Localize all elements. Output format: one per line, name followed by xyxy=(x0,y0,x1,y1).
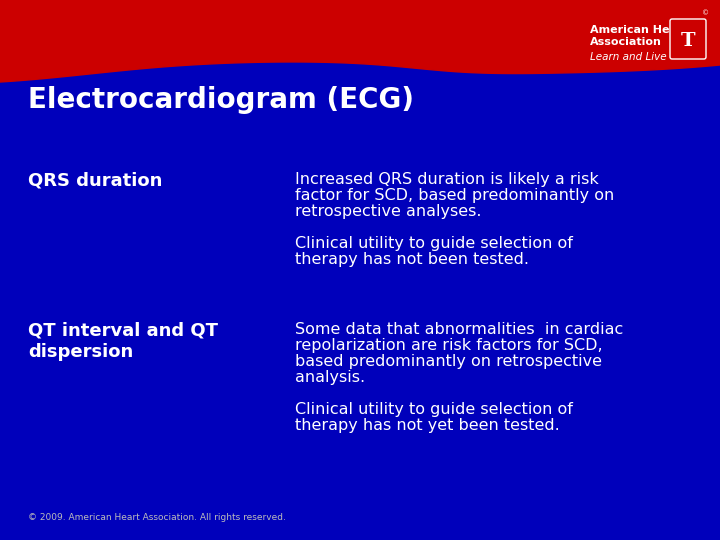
Text: © 2009. American Heart Association. All rights reserved.: © 2009. American Heart Association. All … xyxy=(28,513,286,522)
Text: American Heart: American Heart xyxy=(590,25,688,35)
Text: ©: © xyxy=(703,10,710,16)
Text: Learn and Live: Learn and Live xyxy=(590,52,667,62)
Text: QT interval and QT
dispersion: QT interval and QT dispersion xyxy=(28,322,218,361)
Text: based predominantly on retrospective: based predominantly on retrospective xyxy=(295,354,602,369)
Text: therapy has not been tested.: therapy has not been tested. xyxy=(295,252,529,267)
Text: QRS duration: QRS duration xyxy=(28,172,163,190)
Text: therapy has not yet been tested.: therapy has not yet been tested. xyxy=(295,418,559,433)
Text: Increased QRS duration is likely a risk: Increased QRS duration is likely a risk xyxy=(295,172,599,187)
Text: Electrocardiogram (ECG): Electrocardiogram (ECG) xyxy=(28,86,414,114)
Text: Some data that abnormalities  in cardiac: Some data that abnormalities in cardiac xyxy=(295,322,624,337)
FancyBboxPatch shape xyxy=(670,19,706,59)
Text: Clinical utility to guide selection of: Clinical utility to guide selection of xyxy=(295,402,573,417)
Text: factor for SCD, based predominantly on: factor for SCD, based predominantly on xyxy=(295,188,614,203)
Text: Association: Association xyxy=(590,37,662,47)
Text: analysis.: analysis. xyxy=(295,370,365,385)
Text: retrospective analyses.: retrospective analyses. xyxy=(295,204,482,219)
Text: Clinical utility to guide selection of: Clinical utility to guide selection of xyxy=(295,236,573,251)
Text: T: T xyxy=(680,32,696,50)
Text: repolarization are risk factors for SCD,: repolarization are risk factors for SCD, xyxy=(295,338,603,353)
